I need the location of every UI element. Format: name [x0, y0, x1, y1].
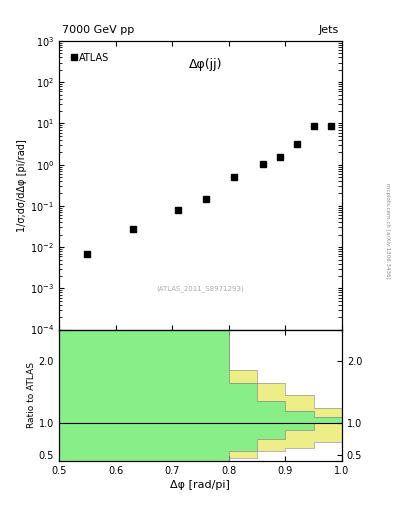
ATLAS [260, 161, 265, 167]
ATLAS [130, 226, 135, 232]
Text: Δφ(jj): Δφ(jj) [189, 58, 223, 71]
Text: Jets: Jets [319, 25, 339, 35]
ATLAS [311, 123, 316, 130]
ATLAS [85, 250, 90, 257]
ATLAS [277, 154, 282, 160]
ATLAS [328, 123, 333, 130]
Text: 7000 GeV pp: 7000 GeV pp [62, 25, 134, 35]
Legend: ATLAS: ATLAS [67, 49, 114, 67]
Y-axis label: Ratio to ATLAS: Ratio to ATLAS [27, 362, 36, 428]
ATLAS [204, 196, 208, 202]
Y-axis label: 1/σ;dσ/dΔφ [pi/rad]: 1/σ;dσ/dΔφ [pi/rad] [17, 139, 27, 231]
Line: ATLAS: ATLAS [84, 123, 333, 257]
ATLAS [294, 141, 299, 147]
ATLAS [175, 207, 180, 213]
ATLAS [232, 174, 237, 180]
X-axis label: Δφ [rad/pi]: Δφ [rad/pi] [171, 480, 230, 490]
Text: (ATLAS_2011_S8971293): (ATLAS_2011_S8971293) [156, 285, 244, 292]
Text: mcplots.cern.ch [arXiv:1306.3436]: mcplots.cern.ch [arXiv:1306.3436] [385, 183, 389, 278]
